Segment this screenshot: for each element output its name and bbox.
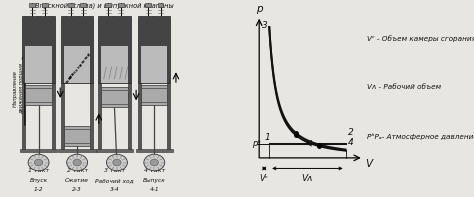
Text: 3-4: 3-4	[109, 187, 119, 192]
Text: 2-3: 2-3	[73, 187, 82, 192]
Circle shape	[28, 154, 49, 171]
Circle shape	[35, 159, 43, 166]
Bar	[98, 83, 101, 150]
Bar	[68, 3, 74, 7]
Bar	[101, 87, 128, 107]
Bar	[26, 46, 52, 83]
Text: Сжатие: Сжатие	[65, 178, 89, 183]
Bar	[138, 83, 141, 150]
Text: Vᴧ - Рабочий объем: Vᴧ - Рабочий объем	[367, 85, 441, 90]
Bar	[42, 3, 48, 7]
Bar	[141, 85, 167, 105]
Text: Выпуск: Выпуск	[143, 178, 165, 183]
Circle shape	[113, 159, 121, 166]
Text: Впускной (слева) и выпускной клапаны: Впускной (слева) и выпускной клапаны	[35, 3, 173, 9]
Bar	[81, 3, 86, 7]
Bar	[138, 16, 171, 83]
Text: 1: 1	[264, 133, 270, 142]
Text: p: p	[255, 4, 262, 14]
Text: 3 Такт: 3 Такт	[104, 168, 125, 173]
Text: PᵇPₐ- Атмосферное давление: PᵇPₐ- Атмосферное давление	[367, 133, 474, 140]
Bar	[157, 3, 164, 7]
Bar	[136, 149, 173, 152]
Text: Vᶜ - Объем камеры сгорания: Vᶜ - Объем камеры сгорания	[367, 35, 474, 42]
Bar	[105, 3, 111, 7]
Text: pᵇ: pᵇ	[252, 139, 261, 148]
Bar	[26, 85, 52, 105]
Text: Vᴧ: Vᴧ	[301, 174, 313, 183]
Bar	[91, 83, 93, 150]
Bar	[22, 83, 26, 150]
Bar	[61, 83, 64, 150]
Text: 2: 2	[347, 128, 353, 137]
Text: 1 Такт: 1 Такт	[28, 168, 49, 173]
Bar	[29, 3, 36, 7]
Bar	[22, 16, 55, 83]
Circle shape	[107, 154, 128, 171]
Text: 4: 4	[347, 138, 353, 147]
Text: Рабочий ход: Рабочий ход	[95, 178, 134, 183]
Bar	[64, 46, 91, 83]
Circle shape	[73, 159, 82, 166]
Text: V: V	[365, 159, 372, 169]
Circle shape	[67, 154, 88, 171]
Text: 2 Такт: 2 Такт	[66, 168, 88, 173]
Bar	[58, 149, 96, 152]
Bar	[141, 46, 167, 83]
Circle shape	[150, 159, 158, 166]
Bar	[20, 149, 57, 152]
Bar	[118, 3, 124, 7]
Text: 3: 3	[262, 21, 268, 30]
Text: 1-2: 1-2	[34, 187, 44, 192]
Bar	[61, 16, 93, 83]
Text: Vᶜ: Vᶜ	[260, 174, 269, 183]
Bar	[52, 83, 55, 150]
Bar	[167, 83, 171, 150]
Bar	[128, 83, 131, 150]
Bar	[101, 46, 128, 83]
Bar	[96, 149, 133, 152]
Bar	[98, 16, 131, 83]
Text: Впуск: Впуск	[29, 178, 47, 183]
Bar	[64, 126, 91, 146]
Bar	[145, 3, 151, 7]
Text: Направление
движения поршня: Направление движения поршня	[13, 63, 24, 114]
Text: 4-1: 4-1	[149, 187, 159, 192]
Text: 4 Такт: 4 Такт	[144, 168, 165, 173]
Circle shape	[144, 154, 165, 171]
